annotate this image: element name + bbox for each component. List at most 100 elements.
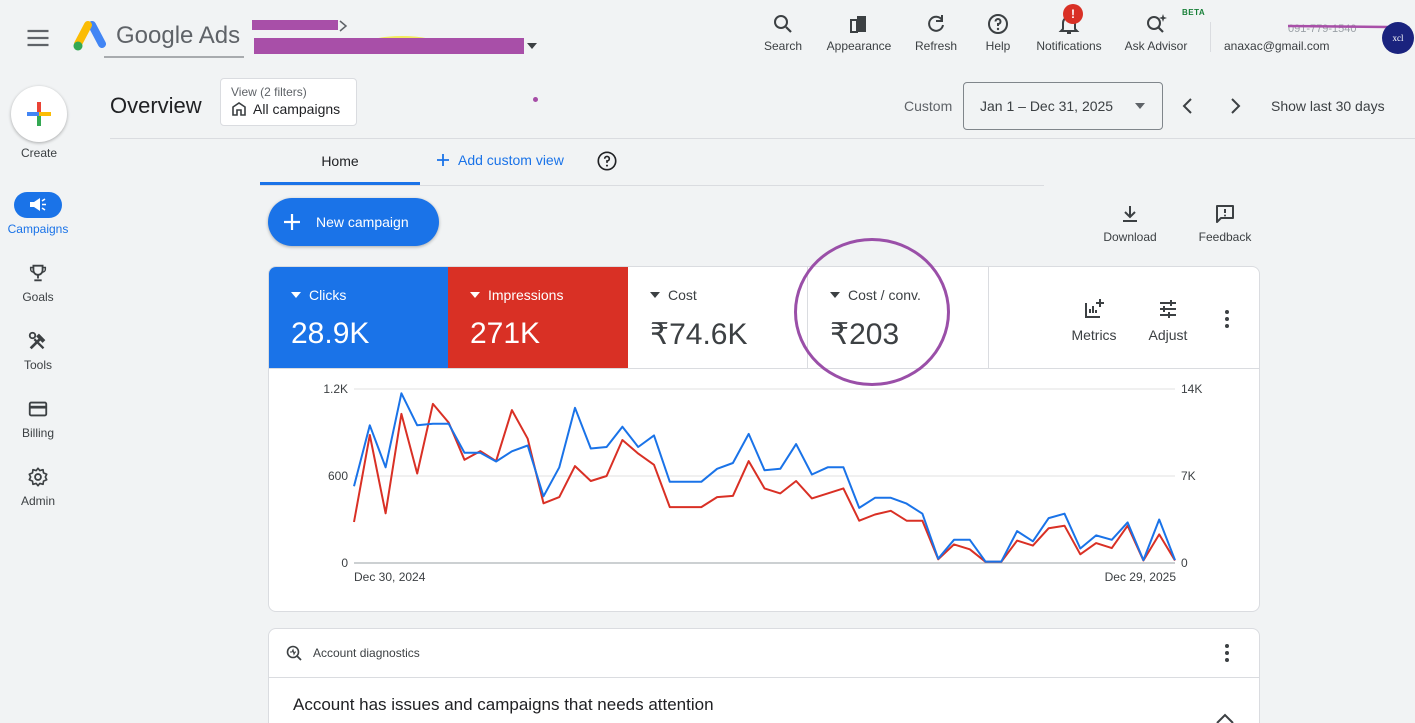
title-divider bbox=[110, 138, 1415, 139]
view-filter-value: All campaigns bbox=[253, 101, 341, 117]
view-filter-selector[interactable]: View (2 filters) All campaigns bbox=[220, 78, 357, 126]
metric-cost-value: ₹74.6K bbox=[650, 318, 748, 351]
diagnostics-more-icon[interactable] bbox=[1215, 641, 1239, 665]
chevron-down-icon bbox=[1134, 102, 1146, 110]
metrics-row-divider bbox=[269, 368, 1259, 369]
caret-down-icon bbox=[470, 292, 480, 298]
account-id-redacted: 091-779-1540 bbox=[1288, 22, 1388, 34]
caret-down-icon bbox=[650, 292, 660, 298]
tab-home[interactable]: Home bbox=[260, 140, 420, 185]
sliders-icon bbox=[1156, 297, 1180, 321]
new-campaign-button[interactable]: New campaign bbox=[268, 198, 439, 246]
nav-goals[interactable]: Goals bbox=[0, 260, 76, 304]
add-metric-icon bbox=[1082, 297, 1106, 321]
view-tabs: Home Add custom view bbox=[260, 140, 1044, 186]
add-custom-view-button[interactable]: Add custom view bbox=[436, 152, 564, 168]
performance-chart: 0 0 600 7K 1.2K 14K Dec 30, 2024 Dec 29, 2025 bbox=[323, 382, 1202, 584]
add-custom-view-label: Add custom view bbox=[458, 152, 564, 168]
header-help-button[interactable]: Help bbox=[980, 12, 1016, 58]
metric-cost-conv-label: Cost / conv. bbox=[848, 287, 921, 303]
series-line-impressions bbox=[353, 402, 1176, 563]
caret-down-icon bbox=[291, 292, 301, 298]
nav-admin[interactable]: Admin bbox=[0, 464, 76, 508]
y-left-tick-label: 600 bbox=[328, 469, 348, 483]
feedback-button[interactable]: Feedback bbox=[1196, 202, 1254, 244]
refresh-icon bbox=[924, 12, 948, 36]
adjust-button[interactable]: Adjust bbox=[1143, 297, 1193, 343]
date-range-value: Jan 1 – Dec 31, 2025 bbox=[980, 98, 1114, 114]
ask-advisor-icon: BETA bbox=[1144, 8, 1205, 36]
more-options-icon[interactable] bbox=[1215, 307, 1239, 331]
previous-period-icon[interactable] bbox=[1176, 94, 1200, 118]
beta-badge: BETA bbox=[1182, 8, 1206, 17]
metric-impressions[interactable]: Impressions 271K bbox=[448, 267, 628, 369]
header-refresh-button[interactable]: Refresh bbox=[912, 12, 960, 58]
account-email[interactable]: anaxac@gmail.com bbox=[1224, 39, 1330, 53]
metric-cost-label: Cost bbox=[668, 287, 697, 303]
tools-icon bbox=[14, 328, 62, 354]
annotation-dot bbox=[533, 97, 538, 102]
y-left-tick-label: 0 bbox=[341, 556, 348, 570]
y-right-tick-label: 14K bbox=[1181, 382, 1202, 396]
metrics-button[interactable]: Metrics bbox=[1067, 297, 1121, 343]
performance-card: Clicks 28.9K Impressions 271K Cost ₹74.6… bbox=[268, 266, 1260, 612]
metric-cost-per-conversion[interactable]: Cost / conv. ₹203 bbox=[808, 267, 989, 369]
y-right-tick-label: 0 bbox=[1181, 556, 1188, 570]
next-period-icon[interactable] bbox=[1223, 94, 1247, 118]
download-button[interactable]: Download bbox=[1100, 202, 1160, 244]
y-right-tick-label: 7K bbox=[1181, 469, 1196, 483]
trophy-icon bbox=[14, 260, 62, 286]
show-last-30-days-button[interactable]: Show last 30 days bbox=[1271, 98, 1385, 114]
help-icon bbox=[986, 12, 1010, 36]
caret-down-icon bbox=[830, 292, 840, 298]
nav-campaigns[interactable]: Campaigns bbox=[0, 192, 76, 236]
diagnostics-search-icon bbox=[285, 644, 303, 662]
metric-clicks-value: 28.9K bbox=[291, 317, 370, 350]
account-dropdown-icon[interactable] bbox=[526, 42, 538, 50]
appearance-icon bbox=[847, 12, 871, 36]
nav-tools[interactable]: Tools bbox=[0, 328, 76, 372]
campaigns-icon bbox=[14, 192, 62, 218]
google-ads-logo-icon[interactable] bbox=[72, 20, 106, 54]
metric-impressions-value: 271K bbox=[470, 317, 541, 350]
header-search-button[interactable]: Search bbox=[762, 12, 804, 58]
x-start-label: Dec 30, 2024 bbox=[354, 570, 426, 584]
plus-icon bbox=[436, 153, 450, 167]
metric-cost-conv-value: ₹203 bbox=[830, 318, 900, 351]
avatar[interactable]: xcl bbox=[1382, 22, 1414, 54]
y-left-tick-label: 1.2K bbox=[323, 382, 348, 396]
header-appearance-button[interactable]: Appearance bbox=[824, 12, 894, 58]
plus-icon bbox=[282, 212, 302, 232]
menu-icon[interactable] bbox=[24, 24, 52, 52]
feedback-icon bbox=[1213, 202, 1237, 226]
date-range-selector[interactable]: Jan 1 – Dec 31, 2025 bbox=[963, 82, 1163, 130]
help-icon[interactable] bbox=[596, 150, 618, 172]
header-ask-advisor-button[interactable]: BETA Ask Advisor bbox=[1124, 8, 1206, 53]
new-campaign-label: New campaign bbox=[316, 214, 409, 230]
header-separator bbox=[1210, 22, 1211, 52]
chevron-up-icon[interactable] bbox=[1213, 711, 1237, 723]
gear-icon bbox=[14, 464, 62, 490]
account-selector-redacted[interactable] bbox=[252, 18, 532, 58]
create-button[interactable] bbox=[11, 86, 67, 142]
svg-text:091-779-1540: 091-779-1540 bbox=[1288, 23, 1357, 34]
download-icon bbox=[1118, 202, 1142, 226]
page-title: Overview bbox=[110, 93, 202, 118]
bell-icon: ! bbox=[1057, 4, 1083, 36]
credit-card-icon bbox=[14, 396, 62, 422]
account-diagnostics-card: Account diagnostics Account has issues a… bbox=[268, 628, 1260, 723]
diagnostics-title: Account diagnostics bbox=[313, 646, 420, 660]
nav-billing[interactable]: Billing bbox=[0, 396, 76, 440]
metric-cost[interactable]: Cost ₹74.6K bbox=[628, 267, 808, 369]
create-label: Create bbox=[20, 146, 58, 160]
top-header: Google Ads Search Appearance Refresh Hel… bbox=[0, 0, 1415, 72]
metric-clicks[interactable]: Clicks 28.9K bbox=[269, 267, 448, 369]
x-end-label: Dec 29, 2025 bbox=[1105, 570, 1177, 584]
diagnostics-message: Account has issues and campaigns that ne… bbox=[293, 695, 714, 714]
brand-name[interactable]: Google Ads bbox=[116, 22, 241, 49]
metric-impressions-label: Impressions bbox=[488, 287, 564, 303]
date-range-type: Custom bbox=[904, 98, 953, 114]
search-icon bbox=[771, 12, 795, 36]
metric-clicks-label: Clicks bbox=[309, 287, 347, 303]
header-notifications-button[interactable]: ! Notifications bbox=[1030, 4, 1108, 58]
